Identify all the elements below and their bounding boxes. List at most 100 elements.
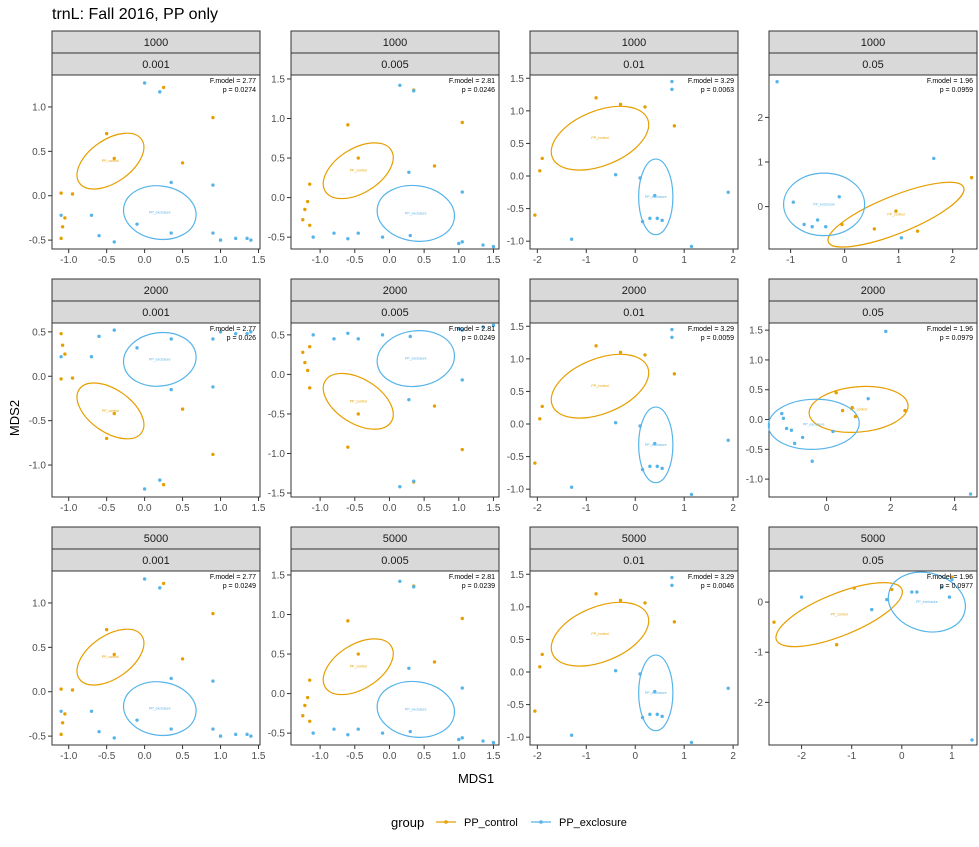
point-pp-control [840,222,844,227]
point-pp-control [180,161,185,165]
point-pp-exclosure [234,732,238,737]
point-pp-exclosure [791,200,796,204]
x-tick-label: -0.5 [346,751,364,762]
x-tick-label: -2 [533,503,542,514]
strip-top-label: 2000 [861,285,885,297]
strip-top-label: 1000 [622,37,646,49]
point-pp-control [594,592,598,596]
strip-bottom-label: 0.005 [381,555,409,567]
point-pp-exclosure [460,190,464,194]
point-pp-exclosure [940,585,944,589]
point-pp-control [305,695,310,700]
point-pp-control [643,353,647,357]
ellipse-label: PP_control [831,613,848,617]
x-tick-label: 1.0 [214,751,228,762]
facet-panel: 5000 0.05 -2 -1 0 1 -2 -1 0 PP_control PP_exclosur… [754,526,978,762]
point-pp-exclosure [802,222,806,227]
point-pp-exclosure [311,235,315,239]
point-pp-exclosure [169,231,173,235]
point-pp-control [70,376,75,380]
ellipse-pp-control [827,181,965,248]
x-tick-label: -1 [582,503,591,514]
point-pp-exclosure [218,330,223,334]
point-pp-exclosure [655,216,659,221]
y-tick-label: 0.0 [32,687,46,698]
y-tick-label: 0.5 [271,650,285,661]
ellipse-pp-control [76,382,145,440]
point-pp-exclosure [689,244,694,249]
point-pp-exclosure [569,237,574,241]
panel-border [768,74,978,250]
point-pp-control [594,344,598,348]
y-tick-label: 1.0 [510,354,524,365]
x-tick-label: 1.5 [252,255,266,266]
point-pp-control [533,709,537,713]
point-pp-exclosure [810,459,814,463]
fmodel-annotation: F.model = 2.77 [210,326,256,333]
point-pp-exclosure [380,235,385,239]
point-pp-exclosure [775,79,779,84]
point-pp-control [538,417,542,421]
ellipse-pp-exclosure [376,680,456,738]
point-pp-exclosure [910,590,914,594]
y-tick-label: 0.5 [271,154,285,165]
point-pp-control [63,352,67,356]
point-pp-exclosure [491,244,496,249]
point-pp-control [70,192,75,196]
fmodel-annotation: F.model = 2.81 [449,326,495,333]
strip-bottom-label: 0.05 [862,59,883,71]
point-pp-exclosure [670,335,674,340]
point-pp-control [540,652,544,657]
ellipse-pp-exclosure [122,185,197,241]
pvalue-annotation: p = 0.0274 [223,87,256,94]
point-pp-control [303,360,307,365]
point-pp-control [211,611,215,616]
point-pp-exclosure [211,183,215,187]
panel-border [51,570,261,746]
point-pp-control [308,719,312,723]
point-pp-control [60,343,65,347]
point-pp-control [303,207,307,212]
y-tick-label: -0.5 [507,452,525,463]
pvalue-annotation: p = 0.0059 [701,335,734,342]
x-tick-label: 0.0 [138,503,152,514]
strip-top-label: 5000 [622,533,646,545]
point-pp-exclosure [460,328,464,332]
ellipse-pp-control [808,385,909,433]
point-pp-exclosure [245,236,249,241]
point-pp-control [533,461,537,465]
point-pp-exclosure [135,346,139,350]
point-pp-exclosure [169,676,173,681]
pvalue-annotation: p = 0.0249 [223,583,256,590]
point-pp-control [840,408,845,413]
point-pp-exclosure [249,238,253,242]
strip-bottom-label: 0.005 [381,59,409,71]
ellipse-label: PP_control [350,399,367,403]
x-tick-label: 0.5 [176,503,190,514]
panel-border [51,322,261,498]
y-tick-label: 0.0 [510,172,524,183]
point-pp-control [672,620,677,624]
point-pp-control [356,652,360,656]
point-pp-exclosure [158,478,162,482]
y-tick-label: -0.5 [507,700,525,711]
panel-border [290,570,500,746]
point-pp-control [903,408,907,413]
fmodel-annotation: F.model = 1.96 [927,78,973,85]
point-pp-exclosure [638,424,642,428]
point-pp-control [356,156,360,160]
y-tick-label: -0.5 [29,236,47,247]
point-pp-control [346,123,350,127]
point-pp-exclosure [97,729,101,734]
point-pp-exclosure [356,231,360,235]
strip-top-label: 2000 [383,285,407,297]
ellipse-label: PP_control [591,632,608,636]
ellipse-pp-exclosure [122,681,197,737]
point-pp-exclosure [460,686,464,690]
facet-panel: 5000 0.01 -2 -1 0 1 2 -1.0 -0.5 0.0 0.5 1.0 1.5 PP_co… [507,526,739,762]
point-pp-exclosure [407,170,411,174]
x-tick-label: 2 [730,751,736,762]
strip-top-label: 5000 [383,533,407,545]
y-tick-label: -1 [754,648,763,659]
ellipse-label: PP_control [850,407,867,411]
